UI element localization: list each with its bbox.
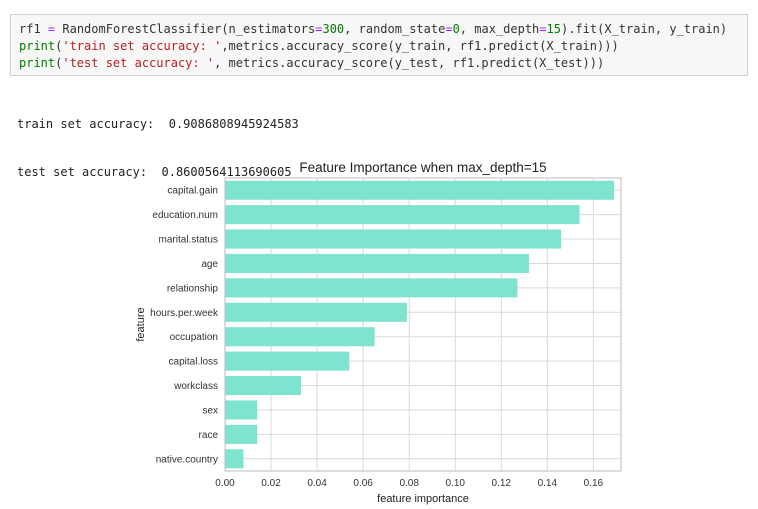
test-accuracy-label: test set accuracy: [17, 165, 148, 179]
code-token: 'test set accuracy: ' [62, 56, 215, 70]
y-tick-label: capital.loss [169, 357, 218, 368]
bar [225, 400, 258, 420]
y-tick-label: relationship [167, 283, 219, 294]
code-token: = [445, 22, 453, 36]
plot-frame [224, 177, 622, 472]
x-tick-label: 0.10 [445, 478, 465, 489]
code-token: rf1 [19, 22, 41, 36]
bar [225, 180, 615, 200]
bar [225, 376, 301, 396]
bar [225, 205, 580, 225]
train-accuracy-value: 0.9086808945924583 [168, 117, 299, 131]
chart-title: Feature Importance when max_depth=15 [299, 160, 546, 175]
x-tick-label: 0.04 [307, 478, 327, 489]
bar [225, 449, 244, 469]
code-token: 300 [322, 22, 345, 36]
bar [225, 424, 258, 444]
test-accuracy-value: 0.8600564113690605 [161, 165, 292, 179]
x-tick-label: 0.06 [353, 478, 373, 489]
y-tick-label: occupation [170, 332, 218, 343]
label-layer: 0.00 0.02 0.04 0.06 0.08 0.10 0.12 0.14 0.16 capi… [135, 160, 604, 505]
y-tick-label: native.country [156, 454, 218, 465]
bar [225, 229, 562, 249]
bar-layer [225, 180, 615, 469]
y-tick-label: education.num [152, 210, 218, 221]
code-line-2: print('train set accuracy: ',metrics.acc… [19, 39, 619, 53]
code-line-3: print('test set accuracy: ', metrics.acc… [19, 56, 604, 70]
y-tick-label: age [201, 259, 218, 270]
code-token: print [19, 56, 56, 70]
code-token: , metrics.accuracy_score(y_test, rf1.pre… [214, 56, 605, 70]
bar [225, 302, 407, 322]
x-tick-label: 0.16 [584, 478, 604, 489]
code-token: RandomForestClassifier(n_estimators [62, 22, 316, 36]
code-token: = [315, 22, 323, 36]
code-token: 'train set accuracy: ' [62, 39, 222, 53]
code-token: , random_state [344, 22, 446, 36]
bar [225, 351, 350, 371]
code-token: ( [55, 39, 63, 53]
cell-output: train set accuracy: 0.9086808945924583 t… [17, 84, 299, 196]
bar [225, 278, 518, 298]
y-tick-label: capital.gain [167, 186, 218, 197]
code-cell[interactable]: rf1 = RandomForestClassifier(n_estimator… [10, 14, 748, 76]
bar [225, 327, 375, 347]
code-token: 15 [546, 22, 561, 36]
train-accuracy-line: train set accuracy: 0.9086808945924583 [17, 116, 299, 132]
code-token: ).fit(X_train, y_train) [560, 22, 728, 36]
x-tick-label: 0.00 [215, 478, 235, 489]
y-axis-label: feature [135, 307, 147, 341]
y-tick-label: workclass [173, 381, 218, 392]
code-token: ,metrics.accuracy_score(y_train, rf1.pre… [221, 39, 619, 53]
train-accuracy-label: train set accuracy: [17, 117, 155, 131]
y-tick-label: sex [202, 405, 218, 416]
test-accuracy-line: test set accuracy: 0.8600564113690605 [17, 164, 299, 180]
x-tick-label: 0.12 [492, 478, 512, 489]
x-tick-label: 0.02 [261, 478, 281, 489]
code-token: , max_depth [459, 22, 540, 36]
code-token: = [40, 22, 63, 36]
code-line-1: rf1 = RandomForestClassifier(n_estimator… [19, 22, 727, 36]
y-tick-label: hours.per.week [150, 308, 219, 319]
x-tick-label: 0.08 [399, 478, 419, 489]
y-tick-label: race [199, 430, 219, 441]
code-token: ( [55, 56, 63, 70]
x-axis-label: feature importance [377, 493, 469, 505]
code-token: 0 [452, 22, 460, 36]
code-token: print [19, 39, 56, 53]
code-token: = [539, 22, 547, 36]
x-tick-label: 0.14 [538, 478, 558, 489]
bar [225, 253, 529, 273]
y-tick-label: marital.status [159, 235, 218, 246]
